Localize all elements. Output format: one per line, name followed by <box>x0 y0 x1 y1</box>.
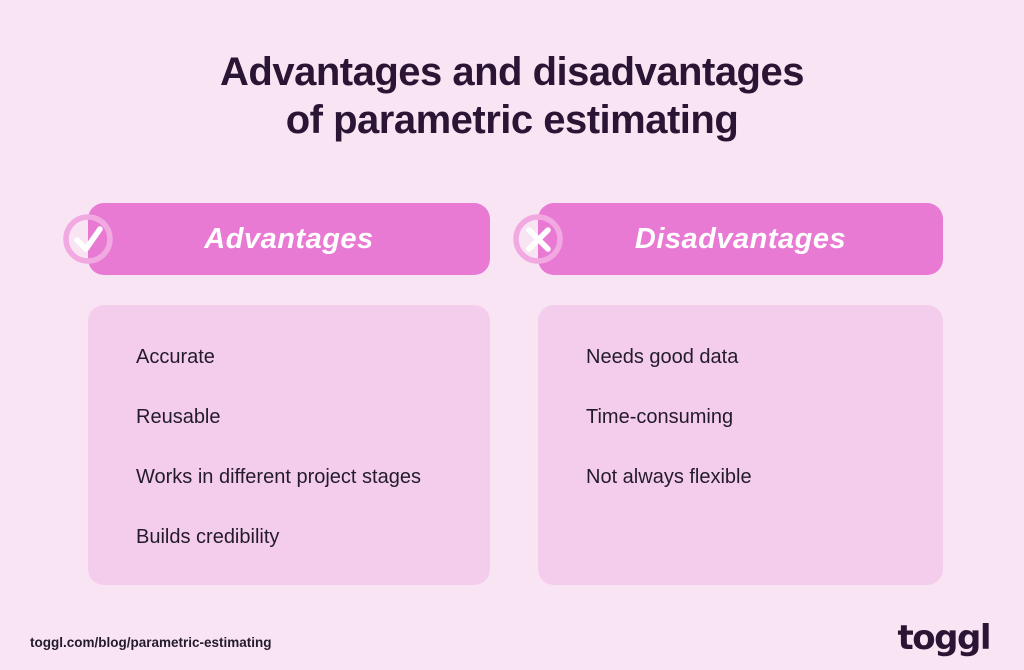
advantages-column: Advantages Accurate Reusable Works in di… <box>63 203 490 585</box>
title-line-2: of parametric estimating <box>285 98 739 142</box>
list-item: Not always flexible <box>586 466 752 488</box>
advantages-card: Accurate Reusable Works in different pro… <box>88 305 490 585</box>
list-item: Accurate <box>136 346 215 368</box>
disadvantages-header-label: Disadvantages <box>634 222 847 255</box>
advantages-header-pill: Advantages <box>63 203 490 275</box>
check-circle-icon <box>60 211 116 267</box>
list-item: Works in different project stages <box>136 466 421 488</box>
disadvantages-column: Disadvantages Needs good data Time-consu… <box>513 203 943 585</box>
disadvantages-card: Needs good data Time-consuming Not alway… <box>538 305 943 585</box>
list-item: Reusable <box>136 406 221 428</box>
footer-url: toggl.com/blog/parametric-estimating <box>30 635 272 650</box>
list-item: Needs good data <box>586 346 739 368</box>
disadvantages-header-pill: Disadvantages <box>513 203 943 275</box>
x-circle-icon <box>510 211 566 267</box>
page-title: Advantages and disadvantages of parametr… <box>0 48 1024 144</box>
advantages-header-label: Advantages <box>204 222 374 255</box>
toggl-logo: toggl <box>897 618 992 658</box>
list-item: Time-consuming <box>586 406 734 428</box>
title-line-1: Advantages and disadvantages <box>220 50 804 94</box>
list-item: Builds credibility <box>136 526 280 548</box>
